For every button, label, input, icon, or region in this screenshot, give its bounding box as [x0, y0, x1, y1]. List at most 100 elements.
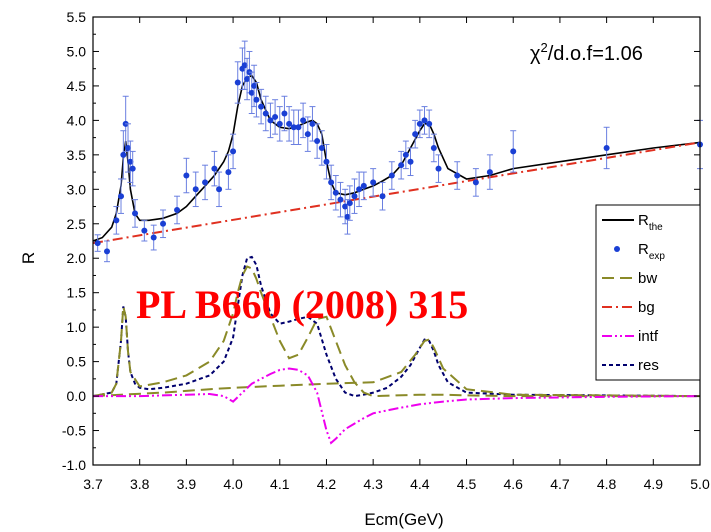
data-point: [454, 172, 461, 179]
data-point: [262, 110, 269, 117]
x-tick-label: 4.2: [317, 476, 337, 492]
y-axis-label: R: [19, 252, 38, 264]
chi2-annotation: χ2/d.o.f=1.06: [530, 40, 643, 65]
series-bw-line: [92, 265, 700, 398]
data-point: [290, 124, 297, 131]
data-point: [174, 206, 181, 213]
data-point: [251, 82, 258, 89]
data-point: [421, 117, 428, 124]
series-bg-line: [92, 141, 701, 245]
y-tick-label: 1.5: [67, 285, 87, 301]
series-intf-line: [93, 367, 701, 445]
data-point: [118, 193, 125, 200]
data-point: [398, 162, 405, 169]
data-point: [225, 169, 232, 176]
data-point: [248, 89, 255, 96]
y-tick-label: 1.0: [67, 319, 87, 335]
data-point: [281, 110, 288, 117]
x-tick-label: 4.5: [457, 476, 477, 492]
data-point: [216, 186, 223, 193]
data-point: [300, 117, 307, 124]
data-point: [314, 138, 321, 145]
x-tick-label: 4.6: [503, 476, 523, 492]
data-point: [370, 179, 377, 186]
y-tick-label: 3.5: [67, 147, 87, 163]
y-tick-label: 3.0: [67, 181, 87, 197]
legend: Rthe Rexp bw bg intf res: [595, 204, 701, 381]
data-point: [416, 120, 423, 127]
y-tick-label: 2.0: [67, 250, 87, 266]
legend-label-exp: Rexp: [638, 241, 665, 262]
data-point: [318, 144, 325, 151]
data-point: [328, 179, 335, 186]
data-point: [192, 186, 199, 193]
data-point: [104, 248, 111, 255]
legend-label-the: Rthe: [638, 212, 663, 233]
data-point: [211, 165, 218, 172]
x-tick-label: 4.9: [644, 476, 664, 492]
data-point: [113, 217, 120, 224]
data-points-layer: [94, 40, 703, 263]
y-tick-label: 5.0: [67, 43, 87, 59]
legend-swatch-exp: [614, 246, 620, 252]
x-tick-label: 3.7: [83, 476, 103, 492]
y-tick-label: -0.5: [62, 423, 86, 439]
y-tick-label: 4.5: [67, 78, 87, 94]
data-point: [132, 210, 139, 217]
legend-label-bw: bw: [638, 270, 657, 287]
data-point: [295, 124, 302, 131]
data-point: [276, 120, 283, 127]
y-tick-label: 2.5: [67, 216, 87, 232]
y-tick-label: 4.0: [67, 112, 87, 128]
data-point: [486, 169, 493, 176]
data-point: [342, 203, 349, 210]
data-point: [230, 148, 237, 155]
x-tick-label: 4.4: [410, 476, 430, 492]
data-point: [160, 220, 167, 227]
data-point: [332, 189, 339, 196]
data-point: [234, 79, 241, 86]
data-point: [426, 120, 433, 127]
data-point: [272, 113, 279, 120]
data-point: [407, 158, 414, 165]
legend-box: [595, 204, 701, 381]
data-point: [337, 196, 344, 203]
data-point: [430, 144, 437, 151]
data-point: [435, 165, 442, 172]
data-point: [603, 144, 610, 151]
data-point: [412, 131, 419, 138]
data-point: [472, 179, 479, 186]
data-point: [344, 213, 351, 220]
data-point: [388, 172, 395, 179]
x-tick-label: 5.0: [690, 476, 710, 492]
x-tick-label: 4.1: [270, 476, 290, 492]
ticks-layer: 3.7 3.8 3.9 4.0 4.1 4.2 4.3 4.4 4.5 4.6 4.7 4.8 4.9 5…: [62, 9, 710, 492]
data-point: [253, 96, 260, 103]
data-point: [129, 165, 136, 172]
series-bw2-line: [92, 338, 701, 398]
data-point: [127, 158, 134, 165]
data-point: [141, 227, 148, 234]
legend-label-bg: bg: [638, 299, 655, 316]
data-point: [346, 200, 353, 207]
data-point: [241, 62, 248, 69]
x-tick-label: 3.9: [177, 476, 197, 492]
data-point: [202, 179, 209, 186]
x-tick-label: 4.0: [223, 476, 243, 492]
data-point: [356, 186, 363, 193]
data-point: [244, 76, 251, 83]
data-point: [351, 193, 358, 200]
y-tick-label: 5.5: [67, 9, 87, 25]
y-tick-label: 0.0: [67, 388, 87, 404]
data-point: [323, 158, 330, 165]
data-point: [379, 193, 386, 200]
data-point: [94, 240, 101, 247]
data-point: [125, 144, 132, 151]
x-tick-label: 4.8: [597, 476, 617, 492]
data-point: [183, 172, 190, 179]
x-tick-label: 3.8: [130, 476, 150, 492]
data-point: [150, 234, 157, 241]
data-point: [402, 151, 409, 158]
legend-label-intf: intf: [638, 328, 659, 345]
